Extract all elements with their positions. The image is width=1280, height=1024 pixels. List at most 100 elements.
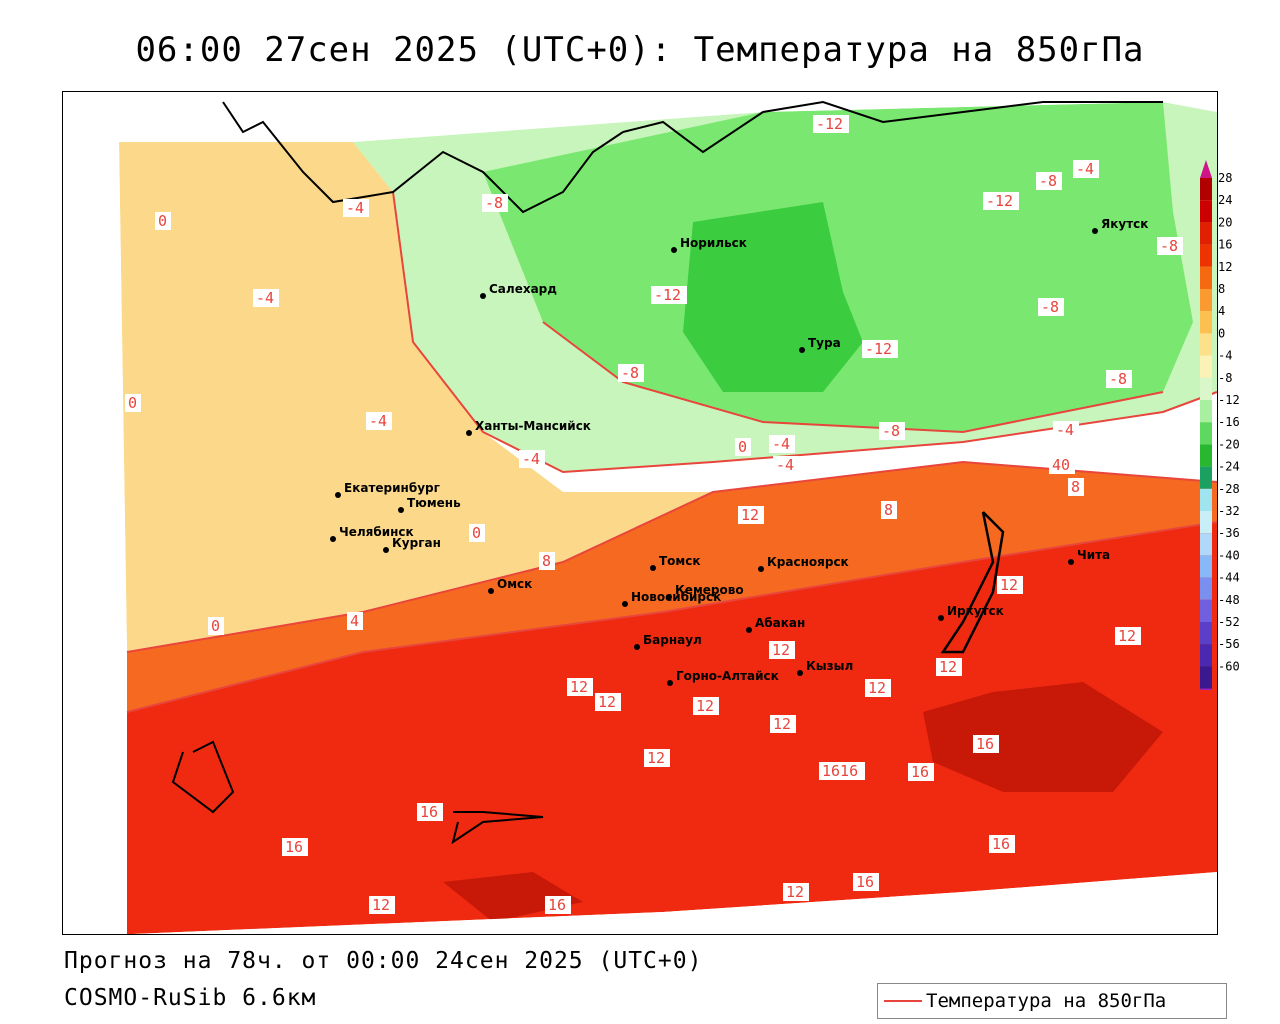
- colorbar-swatch: [1200, 577, 1212, 600]
- contour-label-text: 8: [1071, 478, 1080, 496]
- contour-label: -8: [879, 422, 905, 440]
- contour-label: 16: [989, 835, 1015, 853]
- contour-label: 16: [853, 873, 879, 891]
- city-label: Челябинск: [339, 525, 414, 539]
- contour-label: -12: [862, 340, 898, 358]
- colorbar-tick-label: 0: [1218, 326, 1225, 340]
- contour-label-text: 0: [128, 394, 137, 412]
- band-warm-deep: [127, 522, 1217, 934]
- city-marker: Норильск: [671, 236, 747, 253]
- contour-label: -4: [1053, 421, 1079, 439]
- colorbar-arrow-bottom: [1200, 688, 1212, 690]
- band-hot-patch: [923, 682, 1163, 792]
- coastline: [222, 101, 624, 214]
- colorbar-swatch: [1200, 200, 1212, 223]
- contour-label-text: 12: [647, 749, 665, 767]
- contour-label: 0: [125, 394, 141, 412]
- contour-label: -8: [1106, 370, 1132, 388]
- contour-label-text: 40: [1052, 456, 1070, 474]
- contour-label: 0: [208, 617, 224, 635]
- colorbar-swatch: [1200, 244, 1212, 267]
- colorbar-tick-label: -20: [1218, 437, 1240, 451]
- contour-label: 0: [155, 212, 171, 230]
- colorbar-swatch: [1200, 400, 1212, 423]
- colorbar-tick-label: 24: [1218, 193, 1232, 207]
- map-title: 06:00 27сен 2025 (UTC+0): Температура на…: [135, 30, 1145, 70]
- isotherm: [126, 521, 1217, 713]
- outside-domain: [133, 872, 1217, 934]
- contour-label: -4: [773, 456, 799, 474]
- contour-label: 8: [539, 552, 555, 570]
- band-orange: [127, 462, 1217, 712]
- contour-label: 12: [369, 896, 395, 914]
- model-info: COSMO-RuSib 6.6км: [64, 985, 317, 1011]
- colorbar-swatch: [1200, 422, 1212, 445]
- contour-label-text: 4: [350, 612, 359, 630]
- contour-label: 16: [973, 735, 999, 753]
- colorbar-tick-label: -24: [1218, 460, 1240, 474]
- contour-label-text: 12: [773, 715, 791, 733]
- city-markers: Норильск Якутск Салехард Тура Ханты-Мансийск…: [330, 217, 1148, 686]
- isotherm: [542, 321, 1164, 434]
- contour-label-text: 8: [884, 501, 893, 519]
- colorbar-tick-label: -4: [1218, 349, 1232, 363]
- coastline: [622, 100, 1163, 154]
- caspian-coast: [171, 740, 235, 814]
- contour-label: 0: [735, 438, 751, 456]
- contour-label-text: 12: [696, 697, 714, 715]
- isotherm: [392, 191, 1217, 474]
- city-label: Красноярск: [767, 555, 849, 569]
- city-label: Тюмень: [407, 496, 461, 510]
- contour-label-text: 8: [542, 552, 551, 570]
- contour-label-text: -4: [1056, 421, 1074, 439]
- contour-label-text: 12: [1118, 627, 1136, 645]
- contour-label-text: 12: [598, 693, 616, 711]
- contour-label: -8: [482, 194, 508, 212]
- contour-label: 12: [770, 715, 796, 733]
- contour-label-text: 12: [1000, 576, 1018, 594]
- contour-label-text: 16: [976, 735, 994, 753]
- colorbar-tick-label: 4: [1218, 304, 1225, 318]
- city-marker: Новосибирск: [622, 590, 721, 607]
- contour-label: 12: [783, 883, 809, 901]
- contour-label: 12: [567, 678, 593, 696]
- legend: Температура на 850гПа: [877, 983, 1227, 1019]
- city-label: Горно-Алтайск: [676, 669, 779, 683]
- forecast-info: Прогноз на 78ч. от 00:00 24сен 2025 (UTC…: [64, 948, 703, 974]
- contour-label: 16: [545, 896, 571, 914]
- colorbar-swatch: [1200, 355, 1212, 378]
- lake-baikal: [940, 511, 1005, 654]
- city-marker: Кызыл: [797, 659, 853, 676]
- contour-label-text: 12: [939, 658, 957, 676]
- contour-label: -8: [1036, 172, 1062, 190]
- contour-label: 12: [644, 749, 670, 767]
- contour-label-text: -4: [776, 456, 794, 474]
- contour-label: -4: [343, 199, 369, 217]
- colorbar-swatch: [1200, 466, 1212, 489]
- contour-label: -4: [253, 289, 279, 307]
- colorbar-tick-label: 20: [1218, 215, 1232, 229]
- colorbar-tick-label: -52: [1218, 615, 1240, 629]
- contour-label: 0: [469, 524, 485, 542]
- colorbar-swatch: [1200, 377, 1212, 400]
- balkhash-coast: [451, 811, 544, 845]
- colorbar-tick-label: -32: [1218, 504, 1240, 518]
- contour-label-text: 0: [738, 438, 747, 456]
- contour-label-text: 16: [911, 763, 929, 781]
- contour-label-text: -4: [256, 289, 274, 307]
- contour-label: 40: [1049, 456, 1075, 474]
- band-darkgreen: [683, 202, 863, 392]
- contour-label-text: -4: [522, 450, 540, 468]
- contour-label-text: 12: [741, 506, 759, 524]
- contour-label-text: -12: [816, 115, 843, 133]
- contour-label-text: -8: [1039, 172, 1057, 190]
- isotherm: [126, 460, 1217, 653]
- colorbar-swatch: [1200, 622, 1212, 645]
- city-marker: Чита: [1068, 548, 1110, 565]
- colorbar-tick-label: -48: [1218, 593, 1240, 607]
- contour-label: 12: [769, 641, 795, 659]
- colorbar-tick-label: -8: [1218, 371, 1232, 385]
- colorbar-tick-label: -28: [1218, 482, 1240, 496]
- colorbar-tick-label: -40: [1218, 548, 1240, 562]
- city-label: Томск: [659, 554, 701, 568]
